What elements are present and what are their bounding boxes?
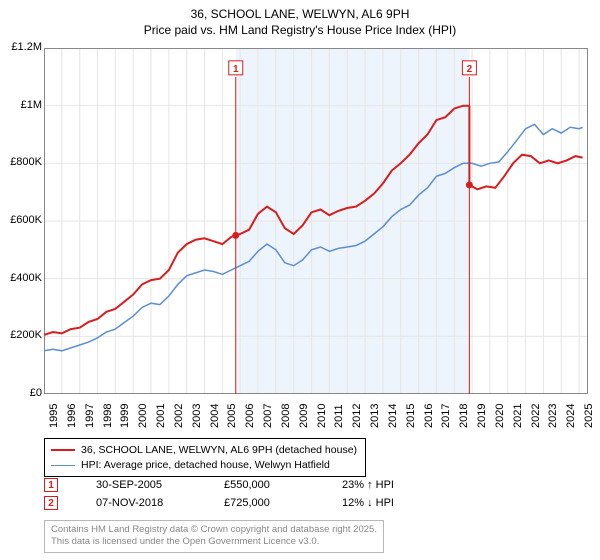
svg-text:2: 2 bbox=[467, 64, 473, 75]
marker-diff-2: 12% ↓ HPI bbox=[342, 497, 432, 509]
markers-table: 1 30-SEP-2005 £550,000 23% ↑ HPI 2 07-NO… bbox=[44, 478, 432, 514]
y-tick-label: £1M bbox=[21, 99, 42, 111]
marker-date-1: 30-SEP-2005 bbox=[96, 479, 186, 491]
x-tick-label: 2008 bbox=[280, 404, 292, 428]
x-tick-label: 2009 bbox=[298, 404, 310, 428]
x-tick-label: 1998 bbox=[102, 404, 114, 428]
x-tick-label: 2010 bbox=[316, 404, 328, 428]
x-tick-label: 2016 bbox=[423, 404, 435, 428]
x-tick-label: 1996 bbox=[66, 404, 78, 428]
x-tick-label: 1995 bbox=[48, 404, 60, 428]
x-tick-label: 2006 bbox=[244, 404, 256, 428]
marker-diff-1: 23% ↑ HPI bbox=[342, 479, 432, 491]
x-tick-label: 2020 bbox=[494, 404, 506, 428]
y-tick-label: £400K bbox=[10, 272, 42, 284]
x-tick-label: 2005 bbox=[226, 404, 238, 428]
svg-text:1: 1 bbox=[233, 64, 239, 75]
chart-svg: 12 bbox=[44, 48, 588, 394]
footer-line2: This data is licensed under the Open Gov… bbox=[51, 536, 377, 548]
marker-row-2: 2 07-NOV-2018 £725,000 12% ↓ HPI bbox=[44, 496, 432, 510]
x-tick-label: 2014 bbox=[387, 404, 399, 428]
title-line2: Price paid vs. HM Land Registry's House … bbox=[0, 22, 600, 38]
legend: 36, SCHOOL LANE, WELWYN, AL6 9PH (detach… bbox=[44, 438, 366, 477]
marker-row-1: 1 30-SEP-2005 £550,000 23% ↑ HPI bbox=[44, 478, 432, 492]
marker-price-1: £550,000 bbox=[224, 479, 304, 491]
y-tick-label: £600K bbox=[10, 214, 42, 226]
y-tick-label: £0 bbox=[30, 387, 42, 399]
chart-container: 36, SCHOOL LANE, WELWYN, AL6 9PH Price p… bbox=[0, 0, 600, 560]
x-tick-label: 2011 bbox=[333, 404, 345, 428]
x-tick-label: 2021 bbox=[512, 404, 524, 428]
x-tick-label: 2018 bbox=[458, 404, 470, 428]
x-tick-label: 2002 bbox=[173, 404, 185, 428]
marker-badge-2: 2 bbox=[44, 496, 58, 510]
y-tick-label: £200K bbox=[10, 329, 42, 341]
x-tick-label: 2001 bbox=[155, 404, 167, 428]
x-tick-label: 2015 bbox=[405, 404, 417, 428]
chart-title-block: 36, SCHOOL LANE, WELWYN, AL6 9PH Price p… bbox=[0, 0, 600, 38]
x-tick-label: 2003 bbox=[191, 404, 203, 428]
x-tick-label: 2022 bbox=[530, 404, 542, 428]
legend-label-price-paid: 36, SCHOOL LANE, WELWYN, AL6 9PH (detach… bbox=[81, 443, 357, 458]
marker-date-2: 07-NOV-2018 bbox=[96, 497, 186, 509]
footer: Contains HM Land Registry data © Crown c… bbox=[44, 520, 384, 553]
x-tick-label: 2004 bbox=[209, 404, 221, 428]
x-tick-label: 1999 bbox=[119, 404, 131, 428]
x-tick-label: 2012 bbox=[351, 404, 363, 428]
chart-plot-area: 12 bbox=[44, 48, 588, 394]
footer-line1: Contains HM Land Registry data © Crown c… bbox=[51, 524, 377, 536]
marker-price-2: £725,000 bbox=[224, 497, 304, 509]
x-tick-label: 2019 bbox=[476, 404, 488, 428]
x-tick-label: 2024 bbox=[565, 404, 577, 428]
legend-row-hpi: HPI: Average price, detached house, Welw… bbox=[51, 458, 357, 473]
y-tick-label: £1.2M bbox=[11, 41, 42, 53]
x-tick-label: 2000 bbox=[137, 404, 149, 428]
x-tick-label: 1997 bbox=[84, 404, 96, 428]
legend-row-price-paid: 36, SCHOOL LANE, WELWYN, AL6 9PH (detach… bbox=[51, 443, 357, 458]
x-tick-label: 2017 bbox=[440, 404, 452, 428]
legend-swatch-hpi bbox=[51, 465, 75, 466]
x-tick-label: 2013 bbox=[369, 404, 381, 428]
marker-badge-1: 1 bbox=[44, 478, 58, 492]
x-tick-label: 2007 bbox=[262, 404, 274, 428]
x-tick-label: 2023 bbox=[547, 404, 559, 428]
legend-swatch-price-paid bbox=[51, 449, 75, 451]
title-line1: 36, SCHOOL LANE, WELWYN, AL6 9PH bbox=[0, 6, 600, 22]
x-tick-label: 2025 bbox=[583, 404, 595, 428]
y-tick-label: £800K bbox=[10, 156, 42, 168]
legend-label-hpi: HPI: Average price, detached house, Welw… bbox=[81, 458, 330, 473]
